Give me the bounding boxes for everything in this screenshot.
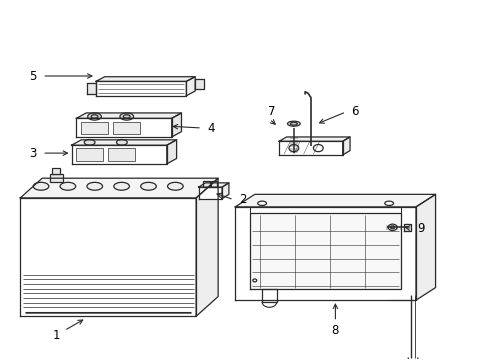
Polygon shape [172,113,181,137]
Text: 6: 6 [351,105,359,118]
Ellipse shape [391,226,394,229]
Ellipse shape [123,115,130,118]
Ellipse shape [114,182,129,190]
Text: 9: 9 [417,222,425,235]
Ellipse shape [84,139,95,145]
Polygon shape [198,187,222,199]
Ellipse shape [385,201,393,206]
Polygon shape [235,194,436,207]
Polygon shape [76,113,181,118]
Ellipse shape [405,225,410,230]
Ellipse shape [91,115,98,118]
Ellipse shape [60,182,75,190]
Ellipse shape [87,182,102,190]
Polygon shape [20,178,218,198]
Text: 2: 2 [239,193,246,206]
Polygon shape [96,77,195,81]
Polygon shape [195,78,204,89]
Ellipse shape [33,182,49,190]
Polygon shape [250,213,401,289]
Text: 3: 3 [29,147,36,159]
Polygon shape [416,194,436,300]
Polygon shape [198,183,229,187]
Polygon shape [262,289,277,302]
Polygon shape [279,141,343,155]
Polygon shape [20,198,196,316]
Bar [108,148,135,161]
Polygon shape [279,137,350,141]
Ellipse shape [253,279,257,282]
Text: 8: 8 [332,324,339,337]
Ellipse shape [88,113,101,120]
Polygon shape [76,118,172,137]
Polygon shape [72,145,167,164]
Text: 7: 7 [268,105,275,118]
Bar [76,148,103,161]
Ellipse shape [314,144,323,152]
Polygon shape [87,83,96,94]
Ellipse shape [141,182,156,190]
Polygon shape [186,77,195,96]
Ellipse shape [117,139,127,145]
Bar [49,174,63,182]
Ellipse shape [288,121,300,126]
Text: 5: 5 [29,69,36,82]
Bar [113,122,140,134]
Polygon shape [343,137,350,155]
Polygon shape [167,140,176,164]
Ellipse shape [388,224,397,230]
Polygon shape [404,224,411,231]
Polygon shape [222,183,229,199]
Polygon shape [96,81,186,96]
Ellipse shape [289,144,299,152]
Bar [203,181,210,187]
Bar [52,168,60,174]
Text: 1: 1 [53,329,61,342]
Bar [81,122,108,134]
Ellipse shape [120,113,134,120]
Polygon shape [196,178,218,316]
Ellipse shape [168,182,183,190]
Polygon shape [72,140,176,145]
Bar [211,181,217,187]
Ellipse shape [291,122,297,125]
Polygon shape [235,207,416,300]
Ellipse shape [258,201,267,206]
Text: 4: 4 [207,122,215,135]
